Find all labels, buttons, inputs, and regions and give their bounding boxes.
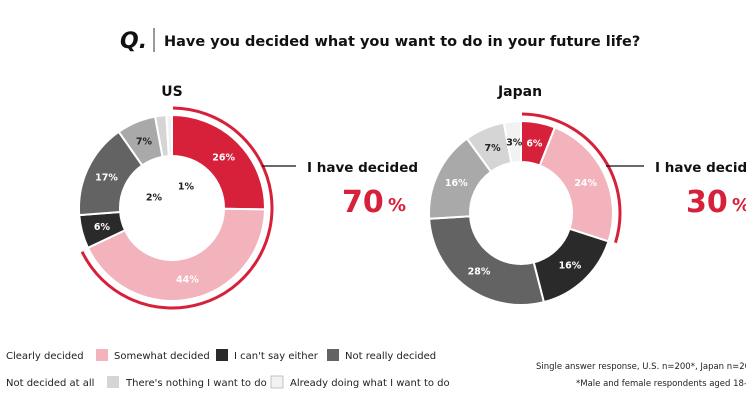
us-chart-title: US [161, 84, 182, 100]
us-callout-label: I have decided [307, 160, 418, 176]
us-decided-bracket-arc [80, 106, 274, 310]
legend: Clearly decided Somewhat decided I can't… [6, 349, 450, 389]
us-label-not-decided-at-all: 7% [136, 137, 153, 148]
japan-callout-unit: % [732, 195, 746, 216]
legend-swatch-somewhat-decided [96, 349, 108, 361]
legend-swatch-not-really-decided [327, 349, 339, 361]
us-label-cant-say-either: 6% [94, 222, 111, 233]
japan-label-not-really-decided: 28% [468, 266, 491, 277]
japan-label-clearly-decided: 6% [526, 138, 543, 149]
sample-note: Single answer response, U.S. n=200*, Jap… [536, 362, 746, 372]
japan-label-somewhat-decided: 24% [574, 178, 597, 189]
us-label-already-doing: 1% [178, 182, 195, 193]
japan-label-not-decided-at-all: 16% [445, 178, 468, 189]
us-slice-already-doing [165, 113, 173, 158]
legend-label-cant-say-either: I can't say either [234, 351, 319, 362]
legend-label-nothing-i-want: There's nothing I want to do [125, 378, 267, 389]
japan-label-already-doing: 3% [506, 137, 523, 148]
us-slice-clearly-decided [171, 113, 266, 211]
japan-slice-not-really-decided [428, 215, 546, 306]
japan-label-cant-say-either: 16% [559, 261, 582, 272]
japan-callout-label: I have decided [655, 160, 746, 176]
us-label-clearly-decided: 26% [212, 153, 235, 164]
chart-title: Have you decided what you want to do in … [164, 34, 640, 50]
japan-chart-title: Japan [497, 84, 542, 100]
japan-decided-bracket-arc [521, 112, 622, 244]
us-label-not-really-decided: 17% [95, 172, 118, 183]
us-label-nothing-i-want: 2% [146, 193, 163, 204]
respondents-note: *Male and female respondents aged 18-2 [576, 379, 746, 389]
q-mark: Q. [120, 29, 147, 54]
japan-callout-value: 30 [686, 185, 728, 220]
legend-label-not-really-decided: Not really decided [345, 351, 436, 362]
legend-swatch-nothing-i-want [107, 376, 119, 388]
legend-label-already-doing: Already doing what I want to do [290, 378, 450, 389]
legend-label-somewhat-decided: Somewhat decided [114, 351, 210, 362]
legend-label-not-decided-at-all: Not decided at all [6, 378, 94, 389]
us-callout-value: 70 [342, 185, 384, 220]
japan-slice-somewhat-decided [538, 126, 614, 243]
us-callout-unit: % [388, 195, 406, 216]
legend-swatch-cant-say-either [216, 349, 228, 361]
japan-label-nothing-i-want: 7% [485, 143, 502, 154]
us-donut-chart: 26% 44% 6% 17% 7% 2% 1% [78, 106, 274, 310]
japan-slice-already-doing [502, 119, 522, 165]
us-slice-somewhat-decided [86, 207, 267, 302]
us-label-somewhat-decided: 44% [176, 274, 199, 285]
japan-donut-chart: 6% 24% 16% 28% 16% 7% 3% [428, 112, 622, 306]
legend-label-clearly-decided: Clearly decided [6, 351, 84, 362]
legend-swatch-already-doing [270, 375, 284, 389]
